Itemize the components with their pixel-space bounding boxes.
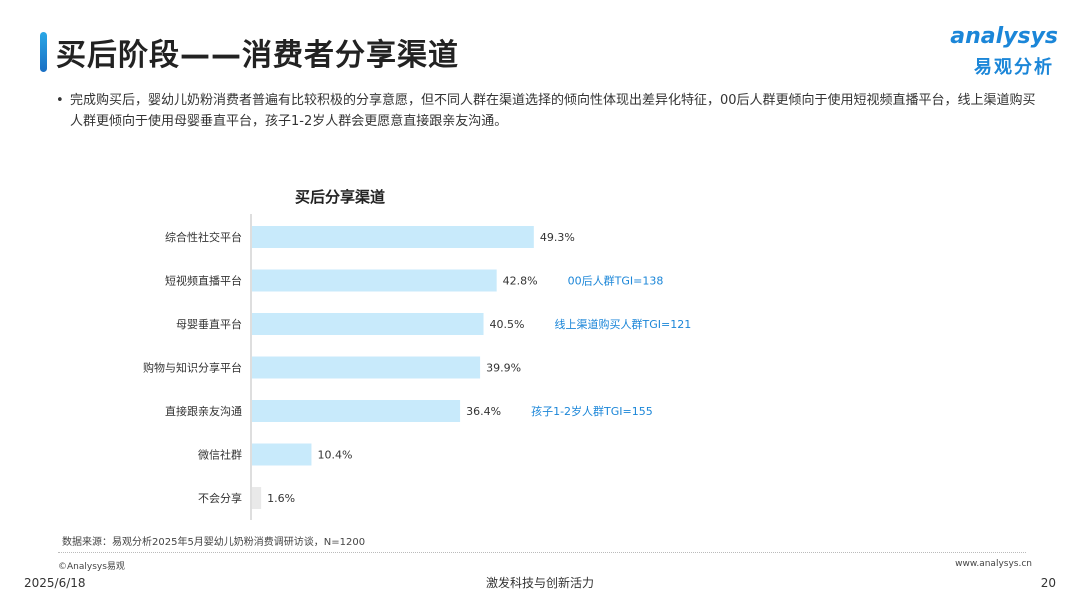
tgi-annotation-2: 孩子1-2岁人群TGI=155 <box>531 404 653 418</box>
bar-4 <box>252 400 461 422</box>
bar-0 <box>252 226 534 248</box>
value-label-4: 36.4% <box>466 405 501 418</box>
footer-divider <box>58 552 1026 553</box>
data-source: 数据来源：易观分析2025年5月婴幼儿奶粉消费调研访谈，N=1200 <box>62 537 366 548</box>
title-accent-bar <box>40 32 47 72</box>
logo-wordmark: analysys <box>950 24 1058 49</box>
logo-chinese-name: 易观分析 <box>974 57 1054 78</box>
bar-5 <box>252 443 312 466</box>
category-label-1: 短视频直播平台 <box>165 274 242 288</box>
summary-paragraph: • 完成购买后，婴幼儿奶粉消费者普遍有比较积极的分享意愿，但不同人群在渠道选择的… <box>56 90 1036 132</box>
value-label-1: 42.8% <box>503 275 538 288</box>
value-label-5: 10.4% <box>317 449 352 462</box>
copyright: ©Analysys易观 <box>58 562 125 572</box>
value-label-3: 39.9% <box>486 362 521 375</box>
bullet-point: • <box>56 93 64 108</box>
summary-text: 完成购买后，婴幼儿奶粉消费者普遍有比较积极的分享意愿，但不同人群在渠道选择的倾向… <box>70 93 1036 129</box>
bar-3 <box>252 356 481 379</box>
category-label-5: 微信社群 <box>198 448 242 462</box>
website-link[interactable]: www.analysys.cn <box>955 559 1032 569</box>
bar-2 <box>252 313 484 335</box>
tgi-annotation-0: 00后人群TGI=138 <box>568 274 664 288</box>
chart-title: 买后分享渠道 <box>294 188 385 206</box>
tgi-annotation-1: 线上渠道购买人群TGI=121 <box>555 317 692 331</box>
report-date: 2025/6/18 <box>24 576 86 590</box>
bar-6 <box>252 487 262 509</box>
category-label-6: 不会分享 <box>198 491 242 505</box>
page-number: 20 <box>1040 576 1056 590</box>
category-label-0: 综合性社交平台 <box>165 230 242 244</box>
analysys-logo: analysys 易观分析 <box>948 24 1058 78</box>
slogan: 激发科技与创新活力 <box>485 576 594 590</box>
value-label-2: 40.5% <box>490 318 525 331</box>
category-label-2: 母婴垂直平台 <box>176 317 242 331</box>
category-label-3: 购物与知识分享平台 <box>143 361 242 375</box>
bar-1 <box>252 269 497 292</box>
value-label-6: 1.6% <box>267 492 295 505</box>
bar-chart: 综合性社交平台 49.3% 短视频直播平台 42.8% 母婴垂直平台 40.5% 购物与知识… <box>143 214 692 520</box>
value-label-0: 49.3% <box>540 231 575 244</box>
category-label-4: 直接跟亲友沟通 <box>165 404 242 418</box>
page-title: 买后阶段——消费者分享渠道 <box>56 38 459 73</box>
